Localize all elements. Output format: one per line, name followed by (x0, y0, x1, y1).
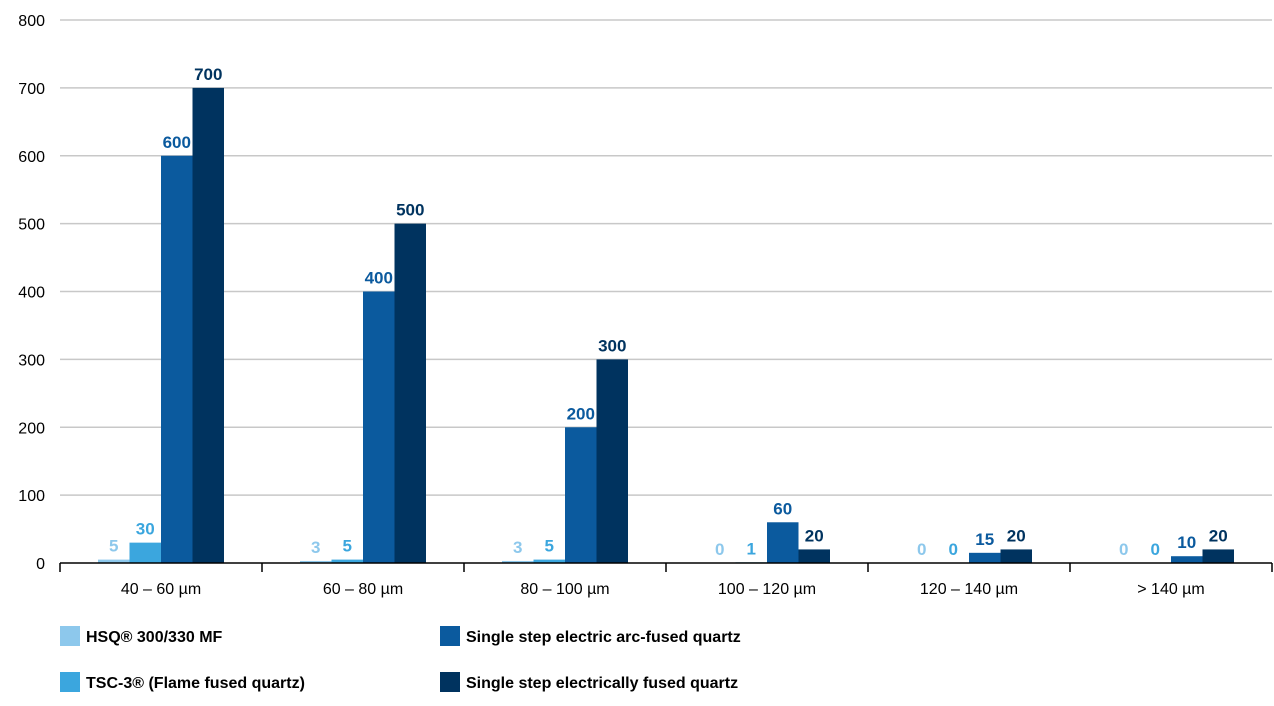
legend-swatch (440, 672, 460, 692)
y-tick-label: 700 (18, 81, 45, 98)
data-label: 20 (1007, 526, 1026, 545)
bar (1000, 549, 1032, 563)
bar (129, 542, 161, 563)
gridlines (60, 19, 1272, 496)
y-axis-tick-labels: 0 100 200 300 400 500 600 700 800 (18, 13, 45, 573)
bar (98, 559, 130, 563)
bar (1202, 549, 1234, 563)
legend-swatch (440, 626, 460, 646)
legend: HSQ® 300/330 MF TSC-3® (Flame fused quart… (60, 626, 741, 692)
data-label: 0 (917, 540, 926, 559)
data-label: 400 (365, 269, 393, 288)
data-label: 15 (975, 530, 994, 549)
y-tick-label: 0 (36, 556, 45, 573)
bar (363, 291, 395, 563)
data-label: 5 (109, 537, 118, 556)
bar (394, 223, 426, 563)
data-label: 0 (949, 540, 958, 559)
bars (98, 87, 1234, 563)
data-label: 10 (1177, 533, 1196, 552)
legend-item: TSC-3® (Flame fused quartz) (60, 672, 305, 692)
bar (596, 359, 628, 563)
data-label: 3 (513, 538, 522, 557)
data-label: 60 (773, 499, 792, 518)
bar (192, 87, 224, 563)
legend-item: Single step electric arc-fused quartz (440, 626, 741, 646)
data-label: 5 (343, 537, 352, 556)
data-label: 600 (163, 133, 191, 152)
legend-label: Single step electric arc-fused quartz (466, 629, 741, 646)
x-tick-label: 120 – 140 µm (920, 581, 1018, 598)
bar (502, 560, 534, 563)
legend-item: Single step electrically fused quartz (440, 672, 738, 692)
y-tick-label: 600 (18, 149, 45, 166)
y-tick-label: 300 (18, 352, 45, 369)
x-tick-label: 80 – 100 µm (520, 581, 609, 598)
data-label: 500 (396, 201, 424, 220)
x-tick-label: 100 – 120 µm (718, 581, 816, 598)
data-label: 300 (598, 336, 626, 355)
y-tick-label: 400 (18, 285, 45, 302)
bar (161, 155, 193, 563)
data-label: 1 (747, 539, 756, 558)
legend-swatch (60, 672, 80, 692)
y-tick-label: 100 (18, 488, 45, 505)
x-tick-label: > 140 µm (1137, 581, 1204, 598)
bar (331, 559, 363, 563)
data-label: 0 (715, 540, 724, 559)
data-label: 5 (545, 537, 554, 556)
bar (300, 560, 332, 563)
legend-swatch (60, 626, 80, 646)
bar (533, 559, 565, 563)
data-label: 30 (136, 520, 155, 539)
x-axis-tick-labels: 40 – 60 µm 60 – 80 µm 80 – 100 µm 100 – 120… (121, 581, 1205, 598)
bar (798, 549, 830, 563)
bar (969, 552, 1001, 563)
x-tick-label: 60 – 80 µm (323, 581, 403, 598)
legend-label: Single step electrically fused quartz (466, 675, 738, 692)
data-label: 20 (805, 526, 824, 545)
data-label: 700 (194, 65, 222, 84)
legend-label: HSQ® 300/330 MF (86, 629, 223, 646)
legend-item: HSQ® 300/330 MF (60, 626, 223, 646)
data-label: 3 (311, 538, 320, 557)
data-label: 200 (567, 404, 595, 423)
data-label: 20 (1209, 526, 1228, 545)
data-label: 0 (1119, 540, 1128, 559)
data-label: 0 (1151, 540, 1160, 559)
y-tick-label: 200 (18, 420, 45, 437)
bar (565, 427, 597, 563)
bar (1171, 556, 1203, 563)
x-axis (59, 562, 1273, 572)
bar (767, 522, 799, 563)
y-tick-label: 500 (18, 217, 45, 234)
x-tick-label: 40 – 60 µm (121, 581, 201, 598)
y-tick-label: 800 (18, 13, 45, 30)
legend-label: TSC-3® (Flame fused quartz) (86, 675, 305, 692)
